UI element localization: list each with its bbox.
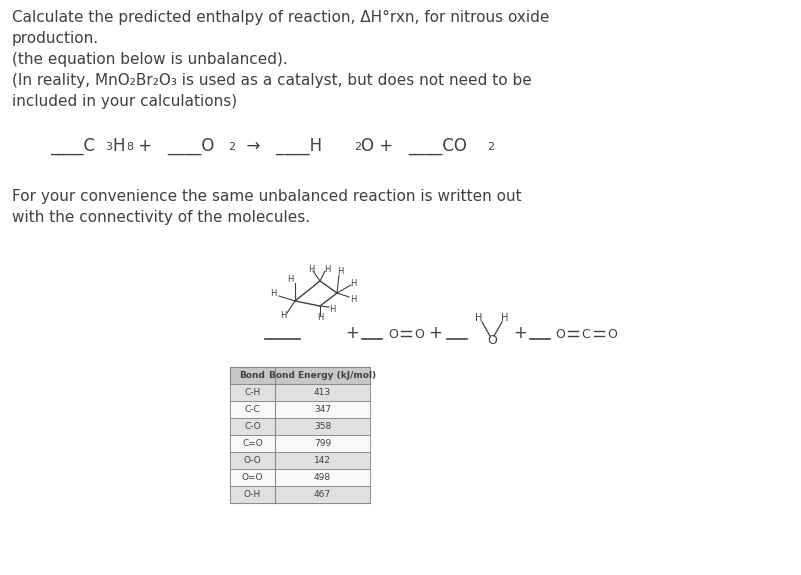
Text: O: O	[388, 328, 398, 340]
Text: H: H	[308, 264, 314, 274]
Text: O: O	[607, 328, 617, 340]
Text: 2: 2	[487, 142, 494, 152]
Text: ____C: ____C	[50, 137, 95, 155]
Text: Bond Energy (kJ/mol): Bond Energy (kJ/mol)	[269, 371, 376, 380]
Bar	[230, 401, 370, 418]
Text: H: H	[280, 310, 286, 320]
Text: O: O	[555, 328, 565, 340]
Text: H: H	[270, 289, 276, 297]
Text: 3: 3	[105, 142, 112, 152]
Bar	[230, 435, 370, 452]
Text: 142: 142	[314, 456, 331, 465]
Text: O=O: O=O	[242, 473, 264, 482]
Bar	[230, 367, 370, 503]
Bar	[230, 384, 370, 401]
Text: with the connectivity of the molecules.: with the connectivity of the molecules.	[12, 210, 310, 225]
Text: H: H	[501, 313, 509, 323]
Text: C: C	[582, 328, 590, 340]
Text: +   ____O: + ____O	[133, 137, 215, 155]
Text: production.: production.	[12, 31, 99, 46]
Text: 799: 799	[314, 439, 331, 448]
Bar	[230, 469, 370, 486]
Bar	[230, 367, 370, 384]
Text: O-O: O-O	[244, 456, 261, 465]
Bar	[230, 418, 370, 435]
Text: 347: 347	[314, 405, 331, 414]
Text: H: H	[317, 312, 323, 321]
Text: (In reality, MnO₂Br₂O₃ is used as a catalyst, but does not need to be: (In reality, MnO₂Br₂O₃ is used as a cata…	[12, 73, 532, 88]
Text: C=O: C=O	[242, 439, 263, 448]
Text: H: H	[475, 313, 483, 323]
Text: 2: 2	[228, 142, 235, 152]
Text: →   ____H: → ____H	[236, 137, 322, 155]
Text: H: H	[324, 264, 330, 274]
Text: 8: 8	[126, 142, 133, 152]
Bar	[230, 486, 370, 503]
Text: O: O	[487, 334, 497, 347]
Text: +: +	[345, 324, 359, 342]
Text: O-H: O-H	[244, 490, 261, 499]
Text: H: H	[350, 294, 356, 304]
Text: Bond: Bond	[239, 371, 265, 380]
Text: H: H	[336, 266, 343, 275]
Bar	[230, 452, 370, 469]
Text: 498: 498	[314, 473, 331, 482]
Text: 413: 413	[314, 388, 331, 397]
Text: (the equation below is unbalanced).: (the equation below is unbalanced).	[12, 52, 288, 67]
Text: O: O	[414, 328, 424, 340]
Text: 358: 358	[314, 422, 331, 431]
Text: C-H: C-H	[244, 388, 260, 397]
Text: H: H	[329, 305, 335, 313]
Text: included in your calculations): included in your calculations)	[12, 94, 237, 109]
Text: O +   ____CO: O + ____CO	[361, 137, 467, 155]
Text: H: H	[350, 278, 356, 288]
Text: +: +	[513, 324, 527, 342]
Text: C-C: C-C	[244, 405, 260, 414]
Text: C-O: C-O	[244, 422, 261, 431]
Text: 2: 2	[354, 142, 361, 152]
Text: H: H	[287, 274, 293, 283]
Text: For your convenience the same unbalanced reaction is written out: For your convenience the same unbalanced…	[12, 189, 521, 204]
Text: H: H	[112, 137, 124, 155]
Text: 467: 467	[314, 490, 331, 499]
Text: Calculate the predicted enthalpy of reaction, ΔH°rxn, for nitrous oxide: Calculate the predicted enthalpy of reac…	[12, 10, 549, 25]
Text: +: +	[428, 324, 442, 342]
